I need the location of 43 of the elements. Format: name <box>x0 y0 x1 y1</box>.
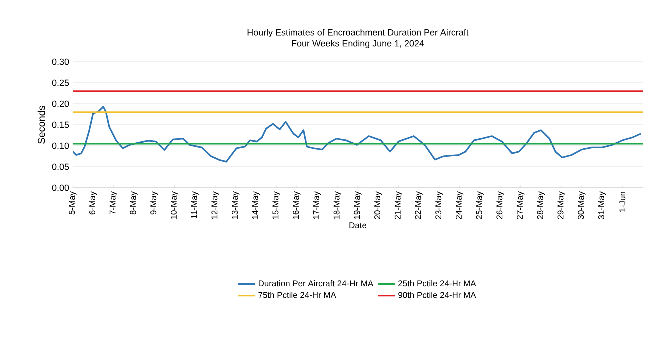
x-tick-label: 15-May <box>272 192 280 220</box>
x-axis-title: Date <box>350 222 367 229</box>
x-tick-label: 5-May <box>69 192 77 215</box>
x-tick-label: 9-May <box>150 192 158 215</box>
x-tick-label: 21-May <box>394 192 403 220</box>
legend-label: Duration Per Aircraft 24-Hr MA <box>258 280 374 287</box>
x-tick-label: 25-May <box>476 192 484 220</box>
x-tick-label: 11-May <box>191 192 199 218</box>
x-tick-label: 23-May <box>436 192 444 220</box>
x-tick-label: 17-May <box>313 192 322 220</box>
x-tick-label: 1-Jun <box>620 192 626 212</box>
line-series <box>73 106 642 163</box>
x-tick-label: 7-May <box>110 192 118 215</box>
x-tick-label: 24-May <box>456 192 464 220</box>
legend-label: 75th Pctile 24-Hr MA <box>258 292 336 298</box>
y-tick-label: 0.30 <box>52 58 70 66</box>
x-tick-label: 26-May <box>496 192 504 220</box>
x-tick-label: 22-May <box>415 192 423 220</box>
x-tick-label: 16-May <box>293 192 301 220</box>
x-tick-label: 8-May <box>130 192 138 215</box>
y-tick-label: 0.25 <box>52 80 70 86</box>
y-axis-title: Seconds <box>38 106 46 144</box>
x-tick-label: 18-May <box>334 192 342 220</box>
x-tick-label: 14-May <box>252 192 260 220</box>
x-tick-label: 28-May <box>537 192 546 220</box>
y-tick-label: 0.05 <box>52 164 70 170</box>
x-tick-label: 10-May <box>170 192 179 220</box>
y-tick-label: 0.10 <box>52 142 70 150</box>
x-tick-label: 6-May <box>90 192 98 215</box>
x-tick-label: 30-May <box>578 192 586 220</box>
y-tick-label: 0.20 <box>52 100 70 108</box>
x-tick-label: 29-May <box>558 192 566 220</box>
legend-label: 25th Pctile 24-Hr MA <box>398 280 476 287</box>
x-tick-label: 20-May <box>374 192 382 220</box>
x-tick-label: 19-May <box>354 192 362 220</box>
y-tick-label: 0.00 <box>52 184 70 192</box>
y-tick-label: 0.15 <box>52 122 70 128</box>
x-tick-label: 12-May <box>212 192 220 220</box>
legend-label: 90th Pctile 24-Hr MA <box>398 292 476 298</box>
x-tick-label: 27-May <box>517 192 525 220</box>
x-tick-label: 13-May <box>232 192 240 220</box>
x-tick-label: 31-May <box>598 192 606 220</box>
chart-title: Hourly Estimates of Encroachment Duration Per Aircraft Four Weeks Ending June 1, 2024 <box>248 29 469 49</box>
